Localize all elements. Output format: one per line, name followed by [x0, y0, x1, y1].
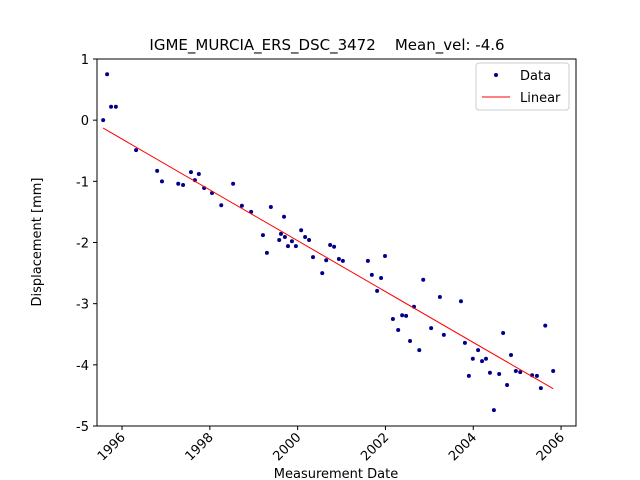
- data-point: [375, 288, 380, 293]
- data-point: [470, 356, 475, 361]
- data-point: [113, 104, 118, 109]
- data-point: [491, 408, 496, 413]
- data-point: [462, 340, 467, 345]
- data-point: [404, 313, 409, 318]
- data-point: [543, 323, 548, 328]
- data-point: [458, 299, 463, 304]
- data-point: [299, 228, 304, 233]
- y-axis-label: Displacement [mm]: [30, 178, 45, 307]
- data-point: [264, 250, 269, 255]
- data-point: [277, 238, 282, 243]
- data-point: [340, 258, 345, 263]
- data-point: [400, 313, 405, 318]
- data-point: [369, 272, 374, 277]
- x-tick-label: 2000: [270, 430, 304, 464]
- y-tick-label: -4: [76, 359, 89, 374]
- y-tick-label: -3: [76, 298, 89, 313]
- data-point: [396, 327, 401, 332]
- data-point: [324, 258, 329, 263]
- data-point: [476, 348, 481, 353]
- data-point: [480, 359, 485, 364]
- data-point: [176, 181, 181, 186]
- data-point: [134, 148, 139, 153]
- data-point: [534, 373, 539, 378]
- data-point: [101, 118, 106, 123]
- data-point: [105, 72, 110, 77]
- x-tick-label: 2004: [446, 430, 480, 464]
- data-point: [239, 203, 244, 208]
- x-axis-label: Measurement Date: [274, 467, 398, 480]
- data-point: [155, 168, 160, 173]
- legend-label: Linear: [520, 91, 561, 106]
- data-point: [260, 233, 265, 238]
- x-tick-label: 1998: [183, 430, 217, 464]
- data-point: [487, 370, 492, 375]
- data-point: [408, 338, 413, 343]
- data-point: [437, 294, 442, 299]
- data-point: [379, 275, 384, 280]
- data-point: [466, 373, 471, 378]
- data-point: [293, 244, 298, 249]
- data-point: [278, 231, 283, 236]
- data-point: [501, 331, 506, 336]
- data-point: [311, 255, 316, 260]
- legend-label: Data: [520, 69, 551, 84]
- data-point: [332, 244, 337, 249]
- fit-line: [102, 127, 554, 390]
- data-point: [509, 353, 514, 358]
- data-point: [159, 179, 164, 184]
- data-point: [417, 348, 422, 353]
- legend: Data Linear: [475, 62, 570, 111]
- data-point: [497, 372, 502, 377]
- legend-marker: [494, 73, 498, 77]
- data-point: [188, 170, 193, 175]
- data-point: [282, 234, 287, 239]
- data-point: [219, 203, 224, 208]
- data-point: [513, 368, 518, 373]
- data-point: [505, 383, 510, 388]
- data-point: [303, 234, 308, 239]
- plot-frame: [96, 58, 577, 427]
- data-point: [441, 332, 446, 337]
- data-point: [328, 242, 333, 247]
- data-point: [383, 253, 388, 258]
- x-tick-label: 1996: [95, 430, 129, 464]
- data-point: [320, 271, 325, 276]
- data-point: [336, 257, 341, 262]
- legend-box: [475, 62, 570, 111]
- data-point: [181, 183, 186, 188]
- data-point: [518, 370, 523, 375]
- data-point: [429, 326, 434, 331]
- x-tick-label: 2002: [358, 430, 392, 464]
- data-point: [289, 239, 294, 244]
- data-point: [231, 181, 236, 186]
- data-point: [307, 238, 312, 243]
- y-tick-label: -2: [76, 237, 89, 252]
- data-point: [538, 386, 543, 391]
- data-point: [365, 258, 370, 263]
- data-point: [421, 277, 426, 282]
- data-point: [196, 171, 201, 176]
- chart-title: IGME_MURCIA_ERS_DSC_3472 Mean_vel: -4.6: [149, 36, 504, 55]
- y-tick-label: 1: [81, 53, 89, 68]
- data-point: [268, 205, 273, 210]
- data-point: [483, 356, 488, 361]
- data-point: [282, 214, 287, 219]
- data-point: [109, 104, 114, 109]
- data-point: [285, 244, 290, 249]
- data-point: [390, 316, 395, 321]
- x-tick-label: 2006: [534, 430, 568, 464]
- data-point: [551, 368, 556, 373]
- y-tick-label: -1: [76, 175, 89, 190]
- y-tick-label: 0: [81, 114, 89, 129]
- y-tick-label: -5: [76, 420, 89, 435]
